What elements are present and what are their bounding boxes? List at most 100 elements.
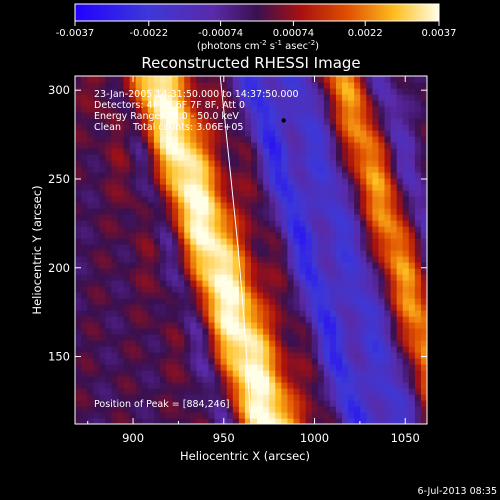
heatmap-cell <box>396 310 404 317</box>
heatmap-cell <box>396 106 404 113</box>
heatmap-cell <box>384 340 392 347</box>
heatmap-cell <box>202 358 210 365</box>
heatmap-cell <box>311 244 319 251</box>
heatmap-cell <box>408 418 416 424</box>
heatmap-cell <box>378 400 386 407</box>
heatmap-cell <box>123 418 131 424</box>
heatmap-cell <box>202 274 210 281</box>
heatmap-cell <box>299 280 307 287</box>
heatmap-cell <box>287 322 295 329</box>
heatmap-cell <box>129 94 137 101</box>
heatmap-cell <box>238 388 246 395</box>
heatmap-cell <box>141 292 149 299</box>
heatmap-cell <box>293 160 301 167</box>
heatmap-cell <box>123 376 131 383</box>
heatmap-cell <box>105 304 113 311</box>
heatmap-cell <box>323 376 331 383</box>
heatmap-cell <box>281 244 289 251</box>
heatmap-cell <box>147 124 155 131</box>
heatmap-cell <box>414 154 422 161</box>
heatmap-cell <box>269 76 276 83</box>
heatmap-cell <box>166 274 173 281</box>
heatmap-cell <box>360 358 367 365</box>
heatmap-cell <box>390 376 398 383</box>
heatmap-cell <box>257 352 264 359</box>
heatmap-cell <box>299 250 307 257</box>
heatmap-cell <box>105 226 113 233</box>
heatmap-cell <box>75 172 82 179</box>
heatmap-cell <box>226 382 234 389</box>
heatmap-cell <box>402 100 410 107</box>
heatmap-cell <box>372 244 380 251</box>
heatmap-cell <box>87 178 94 185</box>
heatmap-cell <box>190 214 197 221</box>
heatmap-cell <box>111 268 119 275</box>
heatmap-cell <box>384 328 392 335</box>
heatmap-cell <box>402 184 410 191</box>
heatmap-cell <box>141 76 149 83</box>
heatmap-cell <box>153 274 161 281</box>
heatmap-cell <box>220 184 228 191</box>
heatmap-cell <box>117 118 125 125</box>
heatmap-cell <box>390 82 398 89</box>
heatmap-cell <box>93 364 100 371</box>
heatmap-cell <box>414 190 422 197</box>
heatmap-cell <box>117 238 125 245</box>
heatmap-cell <box>251 124 258 131</box>
heatmap-cell <box>420 316 427 323</box>
heatmap-cell <box>99 274 106 281</box>
heatmap-cell <box>414 340 422 347</box>
heatmap-cell <box>269 82 276 89</box>
heatmap-cell <box>360 322 367 329</box>
heatmap-cell <box>153 298 161 305</box>
heatmap-cell <box>111 82 119 89</box>
heatmap-cell <box>153 412 161 419</box>
heatmap-cell <box>305 310 313 317</box>
heatmap-cell <box>323 352 331 359</box>
heatmap-cell <box>342 244 349 251</box>
heatmap-cell <box>105 196 113 203</box>
heatmap-cell <box>269 100 276 107</box>
heatmap-cell <box>105 142 113 149</box>
heatmap-cell <box>190 148 197 155</box>
heatmap-cell <box>166 268 173 275</box>
heatmap-cell <box>317 262 325 269</box>
heatmap-cell <box>251 340 258 347</box>
heatmap-cell <box>335 322 343 329</box>
heatmap-cell <box>372 124 380 131</box>
heatmap-cell <box>323 124 331 131</box>
heatmap-cell <box>238 112 246 119</box>
heatmap-cell <box>402 106 410 113</box>
heatmap-cell <box>111 394 119 401</box>
heatmap-cell <box>275 256 282 263</box>
heatmap-cell <box>238 400 246 407</box>
heatmap-cell <box>293 406 301 413</box>
heatmap-cell <box>390 274 398 281</box>
heatmap-cell <box>220 376 228 383</box>
heatmap-cell <box>408 346 416 353</box>
heatmap-cell <box>153 214 161 221</box>
heatmap-cell <box>287 334 295 341</box>
heatmap-cell <box>99 250 106 257</box>
heatmap-cell <box>244 76 252 83</box>
heatmap-cell <box>378 202 386 209</box>
heatmap-cell <box>323 184 331 191</box>
heatmap-cell <box>378 286 386 293</box>
heatmap-cell <box>172 76 179 83</box>
heatmap-cell <box>153 178 161 185</box>
heatmap-cell <box>81 88 88 95</box>
heatmap-cell <box>281 100 289 107</box>
heatmap-cell <box>238 334 246 341</box>
heatmap-cell <box>287 208 295 215</box>
heatmap-cell <box>420 304 427 311</box>
heatmap-cell <box>232 334 240 341</box>
heatmap-cell <box>354 310 361 317</box>
heatmap-cell <box>196 130 204 137</box>
heatmap-cell <box>214 256 222 263</box>
heatmap-cell <box>244 130 252 137</box>
heatmap-cell <box>93 370 100 377</box>
heatmap-cell <box>232 340 240 347</box>
heatmap-cell <box>251 106 258 113</box>
heatmap-cell <box>111 124 119 131</box>
heatmap-cell <box>226 406 234 413</box>
